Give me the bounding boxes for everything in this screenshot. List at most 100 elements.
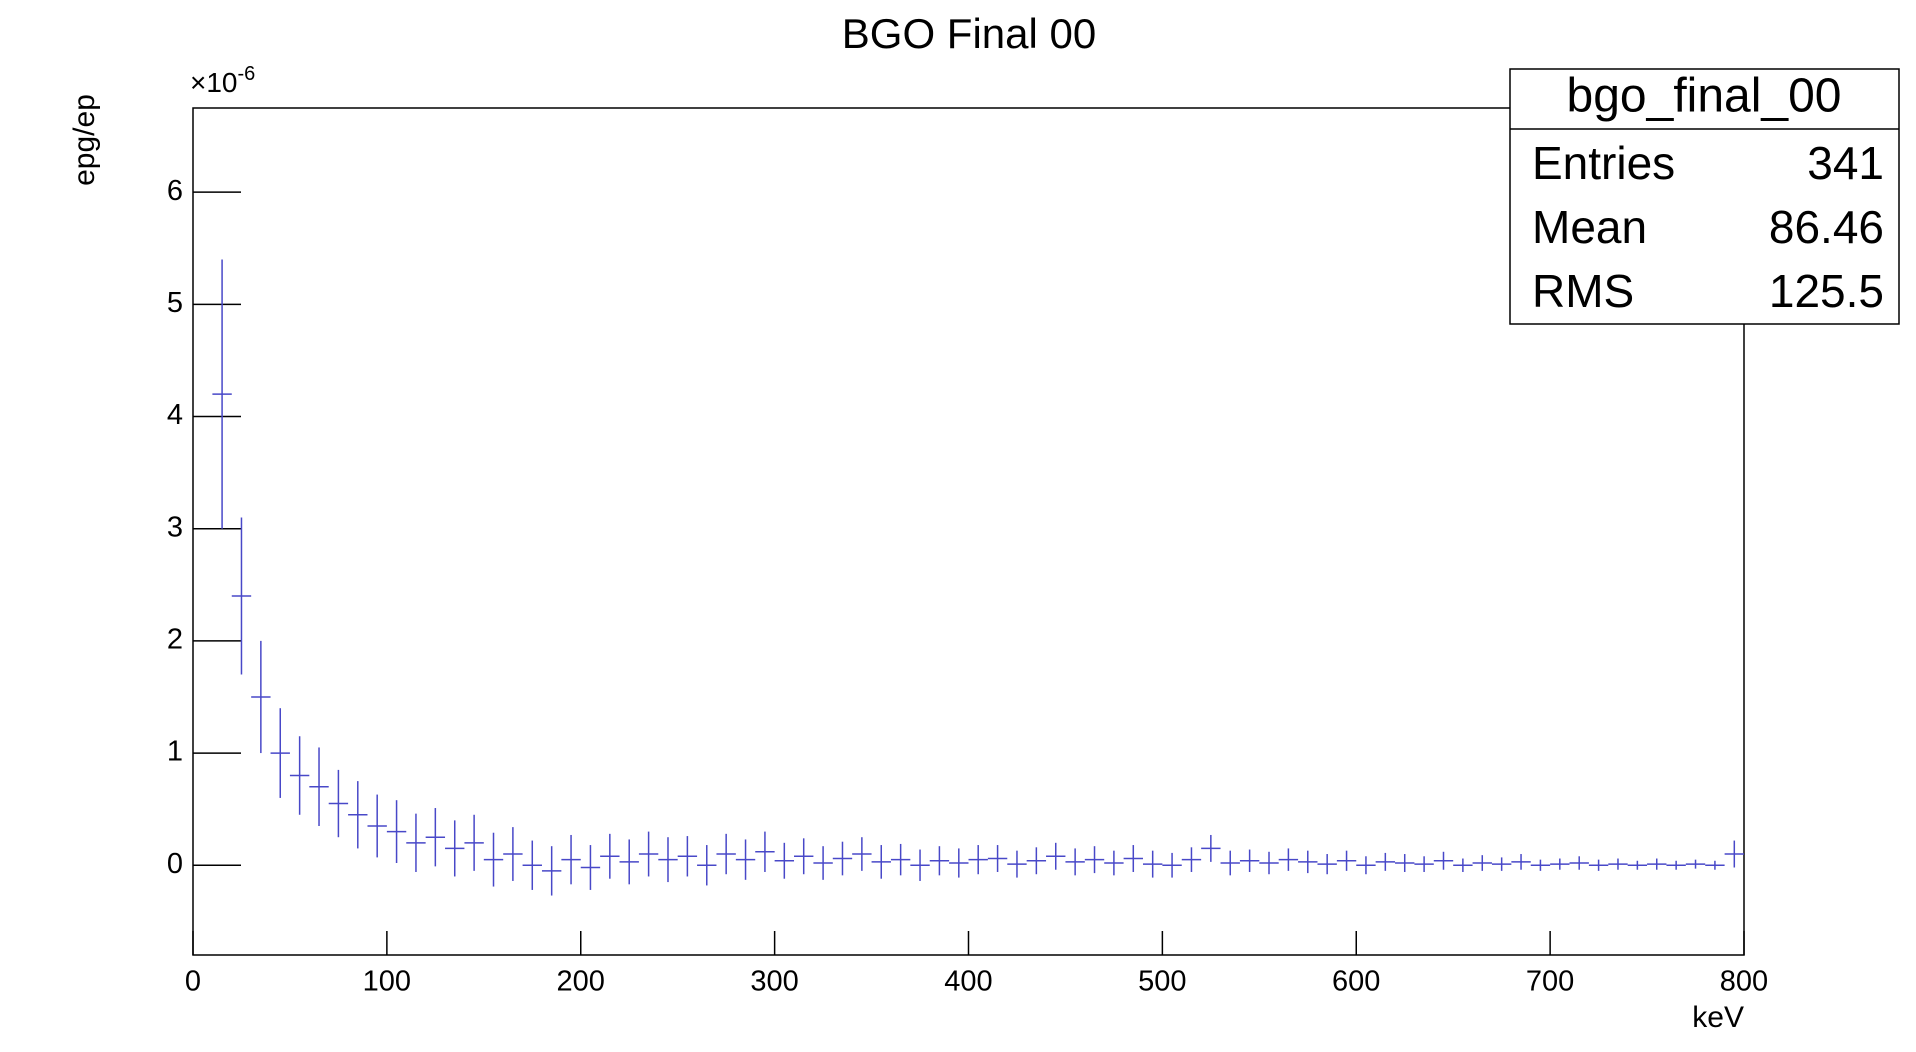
error-bar: [1026, 847, 1047, 875]
y-tick-label: 0: [167, 848, 183, 880]
error-bar: [1627, 860, 1648, 870]
error-bar: [1724, 840, 1744, 868]
error-bar: [871, 845, 891, 879]
stats-value: 86.46: [1769, 201, 1884, 253]
error-bar: [1569, 856, 1589, 870]
x-tick-label: 100: [363, 966, 411, 998]
error-bar: [1530, 859, 1551, 871]
x-tick-label: 800: [1720, 966, 1768, 998]
error-bar: [1685, 859, 1706, 869]
error-bar: [774, 842, 795, 879]
error-bar: [464, 814, 484, 871]
error-bar: [1181, 847, 1202, 872]
error-bar: [1142, 850, 1163, 878]
error-bar: [522, 840, 542, 890]
error-bar: [1491, 857, 1512, 871]
error-bar: [735, 839, 756, 880]
error-bar: [541, 846, 562, 896]
error-bar: [755, 831, 775, 872]
chart-title: BGO Final 00: [842, 10, 1096, 57]
error-bar: [968, 845, 988, 875]
error-bar: [813, 846, 833, 880]
error-bar: [1162, 852, 1182, 878]
stats-label: RMS: [1532, 265, 1634, 317]
error-bar: [1298, 850, 1318, 874]
error-bar: [561, 834, 581, 885]
error-bar: [251, 640, 271, 754]
error-bar: [1375, 852, 1396, 871]
error-bar: [1356, 856, 1376, 875]
x-tick-label: 0: [185, 966, 201, 998]
error-bar: [580, 845, 601, 890]
error-bar: [1395, 854, 1415, 872]
x-tick-label: 500: [1138, 966, 1186, 998]
error-bar: [1433, 851, 1454, 870]
stats-value: 125.5: [1769, 265, 1884, 317]
error-bar: [309, 747, 329, 826]
error-bar: [1511, 854, 1531, 870]
y-tick-label: 4: [167, 399, 183, 431]
error-bar: [1414, 856, 1434, 872]
error-bar: [1550, 858, 1570, 870]
error-bar: [445, 820, 465, 877]
error-bar: [1336, 850, 1357, 871]
error-bar: [212, 259, 232, 529]
error-bar: [619, 839, 639, 885]
error-bar: [348, 781, 368, 849]
error-bar: [658, 837, 678, 883]
stats-label: Mean: [1532, 201, 1647, 253]
error-bar: [1666, 860, 1686, 870]
y-tick-label: 3: [167, 511, 183, 543]
y-axis-label: epg/ep: [68, 94, 101, 186]
error-bar: [716, 833, 736, 875]
error-bar: [1046, 842, 1066, 870]
error-bar: [1065, 848, 1085, 876]
error-bar: [910, 849, 930, 881]
error-bar: [1647, 858, 1667, 870]
error-bar: [1278, 848, 1299, 871]
error-bar: [1239, 849, 1260, 872]
error-bar: [929, 846, 950, 876]
error-bar: [1317, 854, 1337, 875]
error-bar: [1220, 850, 1240, 876]
stats-title: bgo_final_00: [1567, 70, 1842, 123]
error-bar: [483, 832, 504, 887]
error-bar: [328, 769, 349, 838]
error-bar: [231, 517, 252, 675]
error-bar: [1084, 846, 1105, 874]
y-multiplier-exponent: -6: [238, 63, 256, 85]
error-bar: [600, 833, 620, 879]
error-bar: [1588, 859, 1609, 871]
error-bar: [638, 831, 659, 877]
x-tick-label: 300: [750, 966, 798, 998]
stats-box: bgo_final_00: [1509, 68, 1900, 325]
error-bar: [289, 736, 310, 815]
y-tick-label: 2: [167, 624, 183, 656]
error-bar: [697, 845, 717, 886]
error-bar: [425, 808, 446, 867]
error-bar: [794, 838, 814, 875]
y-multiplier-base: ×10: [190, 67, 238, 98]
error-bar: [406, 813, 426, 872]
stats-frame: [1509, 68, 1900, 325]
error-bar: [1123, 845, 1143, 872]
error-bar: [890, 843, 911, 876]
x-tick-label: 600: [1332, 966, 1380, 998]
stats-label: Entries: [1532, 137, 1675, 189]
error-bar: [1472, 855, 1492, 871]
error-bar: [386, 800, 407, 864]
error-bar: [987, 845, 1008, 872]
error-bar: [1104, 850, 1124, 876]
error-bar: [1608, 858, 1628, 870]
error-bar: [1705, 860, 1725, 870]
stats-value: 341: [1807, 137, 1884, 189]
x-tick-label: 700: [1526, 966, 1574, 998]
error-bar: [832, 841, 853, 876]
error-bar: [1259, 851, 1279, 875]
y-tick-label: 5: [167, 287, 183, 319]
error-bar: [1453, 858, 1473, 872]
y-tick-label: 6: [167, 175, 183, 207]
error-bar: [677, 836, 698, 877]
y-tick-label: 1: [167, 736, 183, 768]
